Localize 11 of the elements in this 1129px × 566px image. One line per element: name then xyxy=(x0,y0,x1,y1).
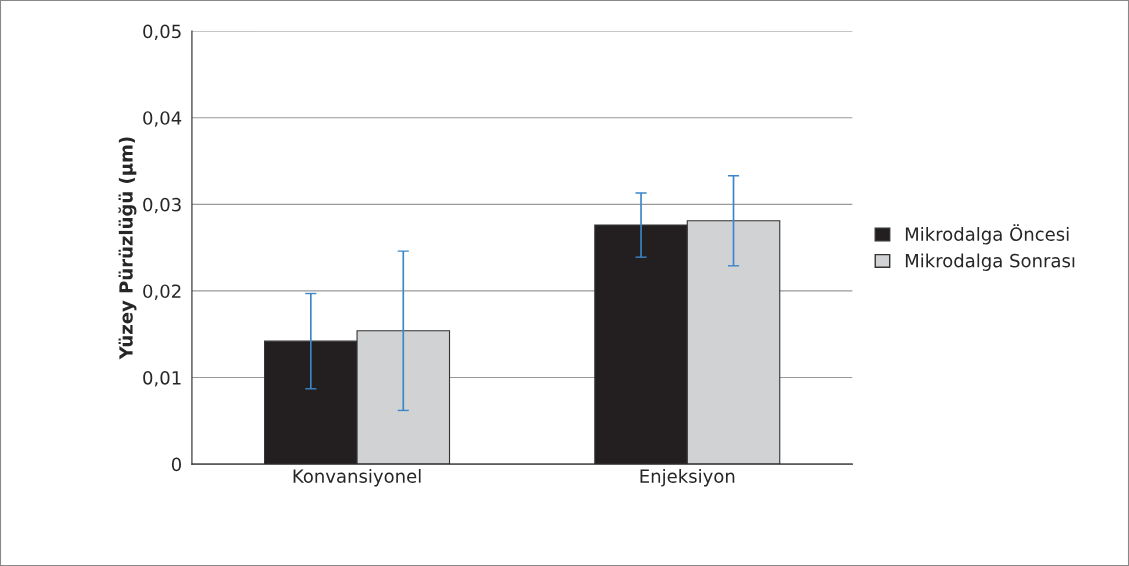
y-tick-label: 0,02 xyxy=(143,284,181,300)
y-tick-label: 0,03 xyxy=(143,197,181,214)
x-tick-label: Enjeksiyon xyxy=(640,468,735,487)
y-tick-label: 0,04 xyxy=(143,111,182,127)
y-axis-title: Yüzey Pürüzlüğü (µm) xyxy=(118,137,137,360)
y-tick-label: 0,05 xyxy=(143,24,181,41)
y-tick-label: 0,01 xyxy=(143,370,181,387)
legend-label: Mikrodalga Öncesi xyxy=(905,224,1069,245)
legend-label: Mikrodalga Sonrası xyxy=(905,253,1075,271)
y-tick-label: 0 xyxy=(171,457,182,472)
x-tick-label: Konvansiyonel xyxy=(293,468,421,487)
